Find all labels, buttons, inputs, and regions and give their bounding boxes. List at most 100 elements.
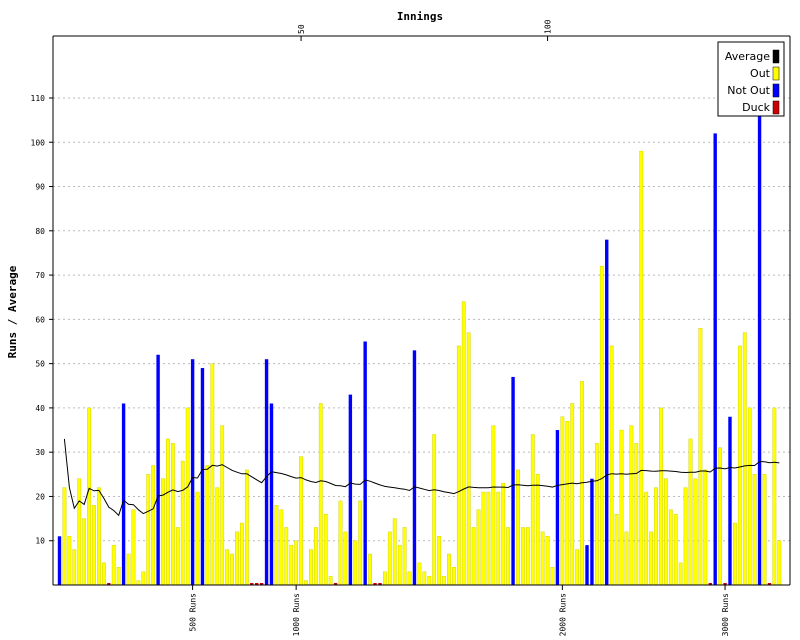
out-bar bbox=[752, 474, 757, 586]
out-bar bbox=[501, 482, 506, 586]
y-tick-label: 70 bbox=[35, 271, 45, 280]
out-bar bbox=[624, 531, 629, 586]
gridlines bbox=[53, 97, 790, 542]
out-bar bbox=[304, 580, 308, 586]
innings-tick-label: 50 bbox=[297, 24, 306, 34]
out-bar bbox=[62, 487, 67, 586]
out-bar bbox=[387, 531, 392, 586]
out-bar bbox=[496, 491, 501, 586]
legend: Average Out Not Out Duck bbox=[717, 41, 785, 117]
duck-bar bbox=[708, 583, 712, 585]
out-bar bbox=[368, 553, 372, 586]
out-bar bbox=[609, 345, 614, 586]
out-bar bbox=[688, 438, 693, 586]
out-bar bbox=[141, 571, 146, 586]
out-bar bbox=[215, 487, 220, 586]
out-bar bbox=[274, 505, 279, 586]
out-bar bbox=[87, 407, 91, 586]
out-bar bbox=[698, 328, 703, 586]
out-bar bbox=[343, 531, 348, 586]
not-out-bar bbox=[363, 341, 367, 585]
not-out-bar bbox=[757, 97, 762, 585]
not-out-bar bbox=[348, 394, 353, 585]
milestone-label: 2000 Runs bbox=[558, 593, 567, 637]
out-bar bbox=[461, 301, 466, 586]
out-bar bbox=[240, 522, 244, 586]
out-bar bbox=[634, 443, 639, 586]
out-bar bbox=[535, 474, 540, 586]
out-bar bbox=[447, 553, 451, 586]
not-out-bar bbox=[728, 416, 732, 585]
out-bar bbox=[550, 567, 555, 586]
out-bar bbox=[437, 536, 442, 586]
out-bar bbox=[279, 509, 284, 586]
out-bar bbox=[338, 500, 343, 586]
y-tick-label: 30 bbox=[35, 448, 45, 457]
duck-bar bbox=[255, 583, 259, 585]
innings-tick-label: 100 bbox=[544, 19, 553, 34]
not-out-bar bbox=[555, 430, 560, 585]
out-bar bbox=[185, 407, 190, 586]
out-bar bbox=[318, 403, 323, 586]
duck-bar bbox=[378, 583, 382, 585]
out-bar bbox=[136, 580, 141, 586]
out-bar bbox=[67, 536, 72, 586]
out-bar bbox=[407, 571, 412, 586]
out-bar bbox=[175, 527, 180, 586]
axes: 10 20 30 40 50 60 70 80 90 100 110 50 100 500 Runs 100… bbox=[31, 19, 791, 637]
out-bar bbox=[737, 345, 742, 586]
out-bar bbox=[170, 443, 175, 586]
y-tick-label: 110 bbox=[31, 94, 46, 103]
out-bar bbox=[540, 531, 545, 586]
out-bar bbox=[659, 407, 663, 586]
average-line bbox=[63, 438, 780, 517]
not-out-bar bbox=[605, 239, 609, 585]
out-bar bbox=[644, 491, 649, 586]
out-bar bbox=[230, 553, 234, 586]
out-bar bbox=[599, 266, 604, 586]
duck-bar bbox=[250, 583, 254, 585]
out-bar bbox=[205, 465, 210, 586]
out-bar bbox=[397, 544, 402, 586]
out-bar bbox=[146, 474, 151, 586]
out-bar bbox=[481, 491, 486, 586]
legend-label: Average bbox=[725, 50, 770, 63]
out-bar bbox=[703, 469, 708, 586]
duck-bar bbox=[767, 583, 772, 585]
out-bar bbox=[663, 478, 668, 586]
out-bar bbox=[299, 456, 303, 586]
out-bar bbox=[402, 527, 407, 586]
out-bar bbox=[180, 460, 185, 586]
not-out-bar bbox=[264, 359, 269, 585]
out-bar bbox=[235, 531, 239, 586]
out-bar bbox=[126, 553, 131, 586]
legend-label: Not Out bbox=[727, 84, 770, 97]
not-out-bar bbox=[156, 354, 160, 585]
out-bar bbox=[111, 544, 116, 586]
out-bar bbox=[220, 425, 225, 586]
out-bar bbox=[82, 518, 87, 586]
out-bar bbox=[358, 500, 363, 586]
out-bar bbox=[151, 465, 156, 586]
out-bar bbox=[506, 527, 511, 586]
out-bar bbox=[289, 544, 294, 586]
out-bar bbox=[422, 571, 427, 586]
out-bar bbox=[733, 522, 737, 586]
not-out-bar bbox=[121, 403, 126, 585]
y-tick-label: 20 bbox=[35, 492, 45, 501]
out-bar bbox=[777, 540, 782, 586]
y-axis-title: Runs / Average bbox=[6, 265, 19, 358]
out-bar bbox=[131, 509, 136, 586]
out-bar bbox=[649, 531, 654, 586]
out-bar bbox=[683, 487, 688, 586]
not-out-bar bbox=[57, 536, 62, 585]
milestone-label: 3000 Runs bbox=[721, 593, 730, 637]
not-out-bar bbox=[713, 133, 717, 585]
out-bar bbox=[747, 407, 752, 586]
out-bar bbox=[693, 478, 698, 586]
out-bar bbox=[466, 332, 471, 586]
out-bar bbox=[284, 527, 289, 586]
out-bar bbox=[195, 491, 200, 586]
out-bar bbox=[516, 469, 520, 586]
